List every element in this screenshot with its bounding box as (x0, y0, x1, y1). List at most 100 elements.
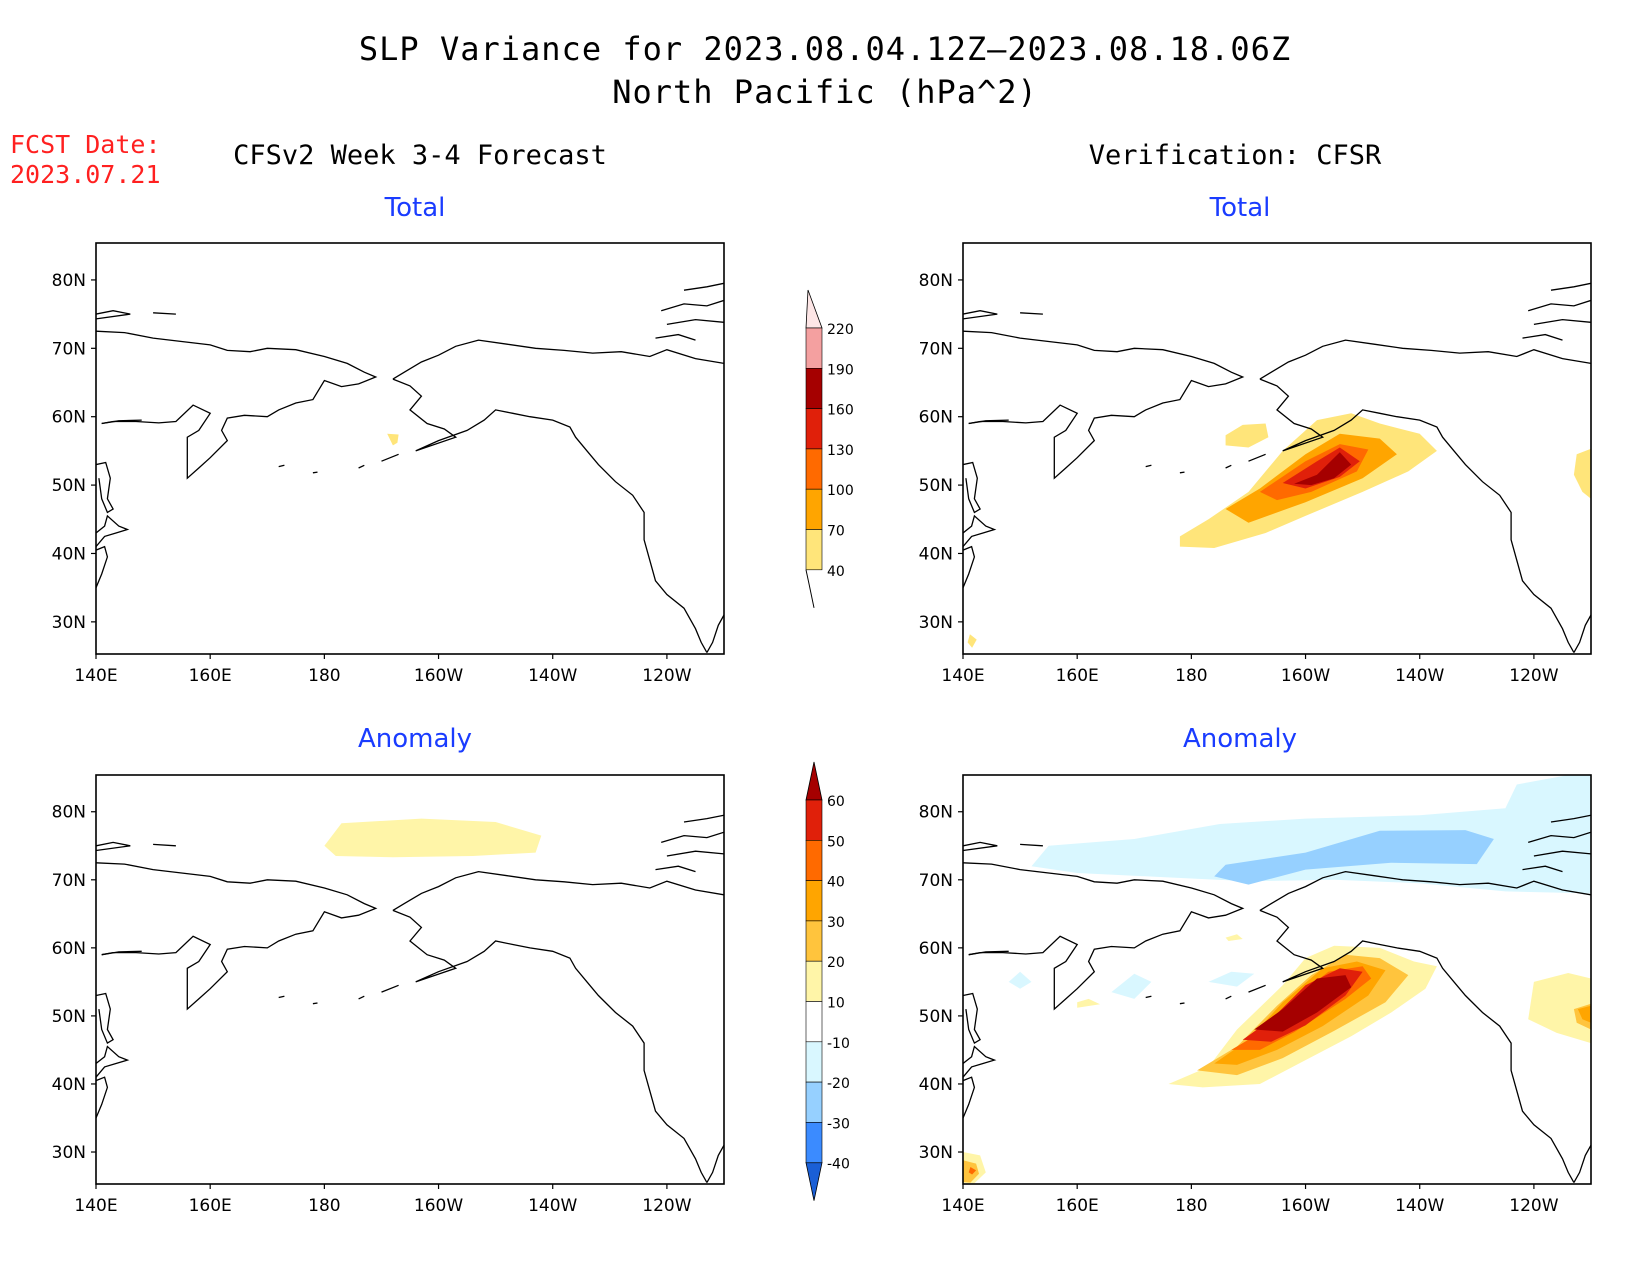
lon-tick-label: 160W (1281, 1196, 1330, 1216)
lat-tick-label: 30N (919, 613, 953, 633)
lat-tick-label: 50N (919, 476, 953, 496)
colorbar-segment (805, 367, 823, 409)
anomaly-contour (1528, 973, 1591, 1044)
lat-tick-label: 30N (919, 1143, 953, 1163)
coastline (96, 330, 378, 480)
coastline (96, 992, 114, 1045)
lat-tick-label: 50N (52, 476, 86, 496)
colorbar-segment (805, 880, 823, 922)
map-panel-verification-total: 80N 70N 60N 50N 40N 30N 140E 160E 180 160W 140W 120… (919, 242, 1592, 686)
lat-tick-label: 30N (52, 613, 86, 633)
colorbar-label: -20 (827, 1076, 850, 1092)
coastline (963, 514, 997, 548)
coastline (96, 1045, 130, 1078)
map-frame (962, 774, 1592, 1185)
coastline (1259, 378, 1575, 653)
lon-tick-label: 120W (642, 1196, 691, 1216)
coastline (278, 464, 285, 468)
colorbar-segment (805, 960, 823, 1002)
coastline (1179, 471, 1185, 474)
coastline (655, 865, 696, 873)
coastline (392, 870, 724, 911)
lon-tick-label: 140W (1395, 1196, 1444, 1216)
coastline (963, 1045, 997, 1078)
map-panel-forecast-anomaly: 80N 70N 60N 50N 40N 30N 140E 160E 180 160W 140W 120… (52, 774, 725, 1216)
colorbar-segment (805, 448, 823, 490)
coastline (963, 862, 1245, 1011)
coastline (963, 992, 981, 1045)
colorbar-segment (805, 488, 823, 530)
coastline (101, 419, 142, 425)
colorbar-label: 130 (827, 443, 854, 459)
coastline (392, 378, 708, 653)
colorbar-segment (805, 920, 823, 962)
lon-tick-label: 120W (1509, 666, 1558, 686)
lon-tick-label: 160W (414, 666, 463, 686)
anomaly-contour (1111, 973, 1152, 999)
colorbar-label: 10 (827, 996, 845, 1012)
coastline (153, 843, 176, 847)
coastline (392, 339, 724, 380)
coastline (153, 312, 176, 315)
coastline (1573, 614, 1591, 653)
coastline (968, 950, 1009, 956)
coastline (312, 1002, 318, 1005)
coastline (1259, 909, 1575, 1183)
panel-label-verification-total: Total (1209, 193, 1271, 223)
coastline (312, 471, 318, 474)
colorbar-label: 40 (827, 564, 845, 580)
coastline (1020, 312, 1043, 315)
coastline (358, 464, 365, 469)
coastline (963, 841, 998, 852)
coastline (666, 318, 724, 326)
lat-tick-label: 60N (52, 408, 86, 428)
lon-tick-label: 160E (189, 1196, 232, 1216)
colorbar-label: 100 (827, 483, 854, 499)
lat-tick-label: 30N (52, 1143, 86, 1163)
colorbar-arrow-top (805, 289, 823, 329)
map-background (96, 243, 724, 654)
anomaly-contour (1577, 1005, 1591, 1023)
map-panel-forecast-total: 80N 70N 60N 50N 40N 30N 140E 160E 180 160W 140W 120… (52, 242, 725, 686)
colorbar-label: 70 (827, 524, 845, 540)
variance-contour (1573, 448, 1591, 499)
colorbar-segment (805, 408, 823, 450)
lon-tick-label: 120W (1509, 1196, 1558, 1216)
coastline (1248, 984, 1266, 993)
colorbar-arrow-bottom (805, 1162, 823, 1201)
colorbar-label: 190 (827, 362, 854, 378)
lat-tick-label: 70N (919, 339, 953, 359)
coastline (968, 419, 1009, 425)
variance-contour (1225, 423, 1269, 448)
coastline (1225, 464, 1232, 469)
anomaly-contour (1254, 975, 1352, 1032)
coastline (706, 1144, 724, 1183)
colorbar-segment (805, 1122, 823, 1164)
lat-tick-label: 70N (52, 339, 86, 359)
coastline (963, 1076, 976, 1119)
coastline (683, 282, 724, 291)
lat-tick-label: 40N (919, 1075, 953, 1095)
coastline (96, 841, 131, 852)
verification-column-title: Verification: CFSR (1088, 140, 1382, 171)
coastline (666, 850, 724, 857)
coastline (1533, 318, 1591, 326)
coastline (392, 909, 708, 1183)
coastline (96, 1076, 109, 1119)
coastline (1528, 299, 1591, 312)
coastline (96, 545, 109, 588)
variance-contour (387, 433, 399, 446)
lat-tick-label: 80N (52, 803, 86, 823)
lat-tick-label: 50N (52, 1007, 86, 1027)
colorbar-arrow-top (805, 761, 823, 801)
coastline (963, 330, 1245, 480)
panel-label-forecast-anomaly: Anomaly (357, 724, 473, 754)
coastline (381, 984, 399, 993)
lon-tick-label: 180 (308, 1196, 340, 1216)
anomaly-contour (1214, 830, 1494, 885)
anomaly-contour (1077, 998, 1100, 1008)
colorbar-label: 50 (827, 834, 845, 850)
colorbar-label: -40 (827, 1157, 850, 1173)
lat-tick-label: 40N (52, 1075, 86, 1095)
fcst-date-value: 2023.07.21 (10, 160, 161, 189)
